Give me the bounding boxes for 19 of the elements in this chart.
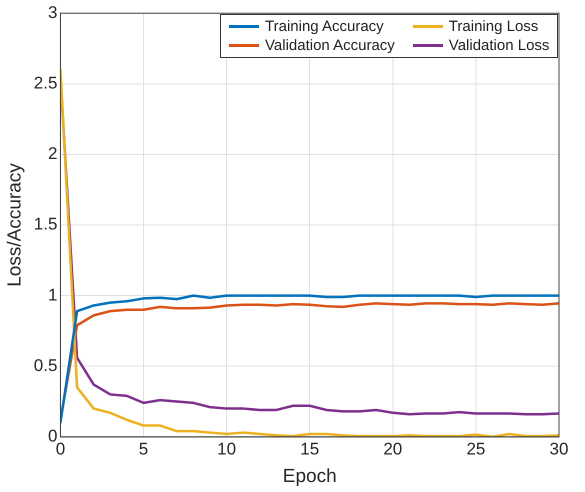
y-tick-label: 0.5 bbox=[34, 356, 58, 375]
y-tick-label: 1 bbox=[48, 285, 58, 304]
legend-label: Training Accuracy bbox=[265, 18, 384, 36]
y-tick-label: 0 bbox=[48, 426, 58, 446]
x-tick-label: 20 bbox=[383, 440, 402, 459]
x-tick-label: 30 bbox=[550, 440, 568, 459]
x-tick-label: 15 bbox=[300, 440, 320, 459]
x-tick-label: 25 bbox=[466, 440, 486, 459]
y-tick-label: 1.5 bbox=[34, 214, 58, 234]
y-axis-title: Loss/Accuracy bbox=[4, 162, 26, 287]
y-tick-label: 2 bbox=[48, 144, 58, 164]
x-axis-title: Epoch bbox=[282, 466, 337, 487]
legend-label: Validation Loss bbox=[448, 37, 550, 54]
legend-label: Training Loss bbox=[448, 18, 538, 36]
legend-label: Validation Accuracy bbox=[265, 37, 395, 54]
x-tick-label: 5 bbox=[138, 440, 148, 459]
x-tick-label: 10 bbox=[217, 440, 236, 459]
y-tick-label: 3 bbox=[48, 2, 58, 22]
y-tick-label: 2.5 bbox=[34, 73, 58, 92]
